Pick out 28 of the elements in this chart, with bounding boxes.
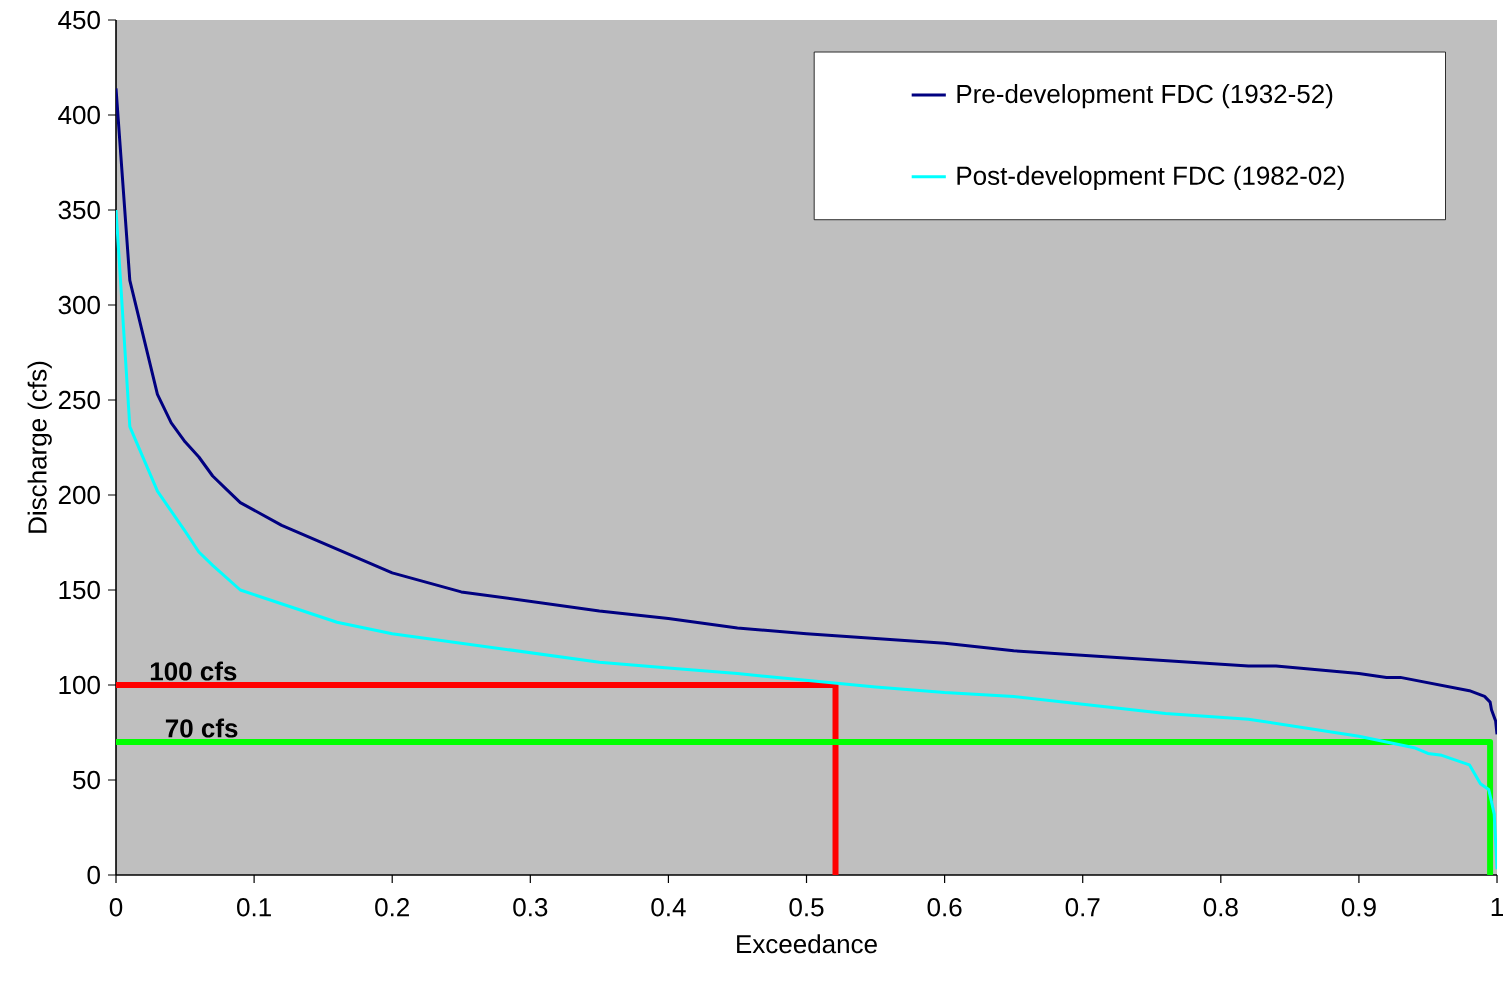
- annotation: 70 cfs: [165, 718, 238, 738]
- y-tick-label: 350: [58, 200, 100, 220]
- x-tick-label: 0.7: [1065, 898, 1100, 917]
- y-tick-label: 150: [59, 580, 100, 600]
- x-tick-label: 0.6: [927, 898, 962, 917]
- y-tick-label: 50: [73, 770, 100, 790]
- x-axis-title: Exceedance: [737, 934, 877, 954]
- legend-label: Pre-development FDC (1932-52): [957, 84, 1333, 109]
- annotation: 100 cfs: [150, 661, 237, 681]
- y-tick-label: 0: [87, 865, 100, 885]
- x-tick-label: 0.9: [1341, 898, 1376, 917]
- line-series: [116, 208, 1498, 871]
- x-tick-label: 0.4: [651, 898, 686, 917]
- y-tick-label: 200: [58, 485, 100, 505]
- y-tick-label: 450: [58, 10, 100, 30]
- x-tick-label: 0.5: [789, 898, 824, 917]
- y-tick-label: 250: [58, 390, 100, 410]
- x-tick-label: 0.1: [237, 898, 271, 917]
- x-tick-label: 0.3: [513, 898, 548, 917]
- x-tick-label: 1: [1491, 898, 1503, 916]
- y-axis-title: Discharge (cfs): [27, 361, 52, 533]
- x-tick-label: 0.2: [375, 898, 409, 917]
- y-tick-label: 400: [58, 105, 100, 125]
- legend-label: Post-development FDC (1982-02): [957, 165, 1344, 191]
- y-tick-label: 100: [59, 675, 100, 695]
- x-tick-label: 0: [109, 898, 123, 917]
- y-tick-label: 300: [58, 295, 100, 315]
- x-tick-label: 0.8: [1203, 898, 1238, 917]
